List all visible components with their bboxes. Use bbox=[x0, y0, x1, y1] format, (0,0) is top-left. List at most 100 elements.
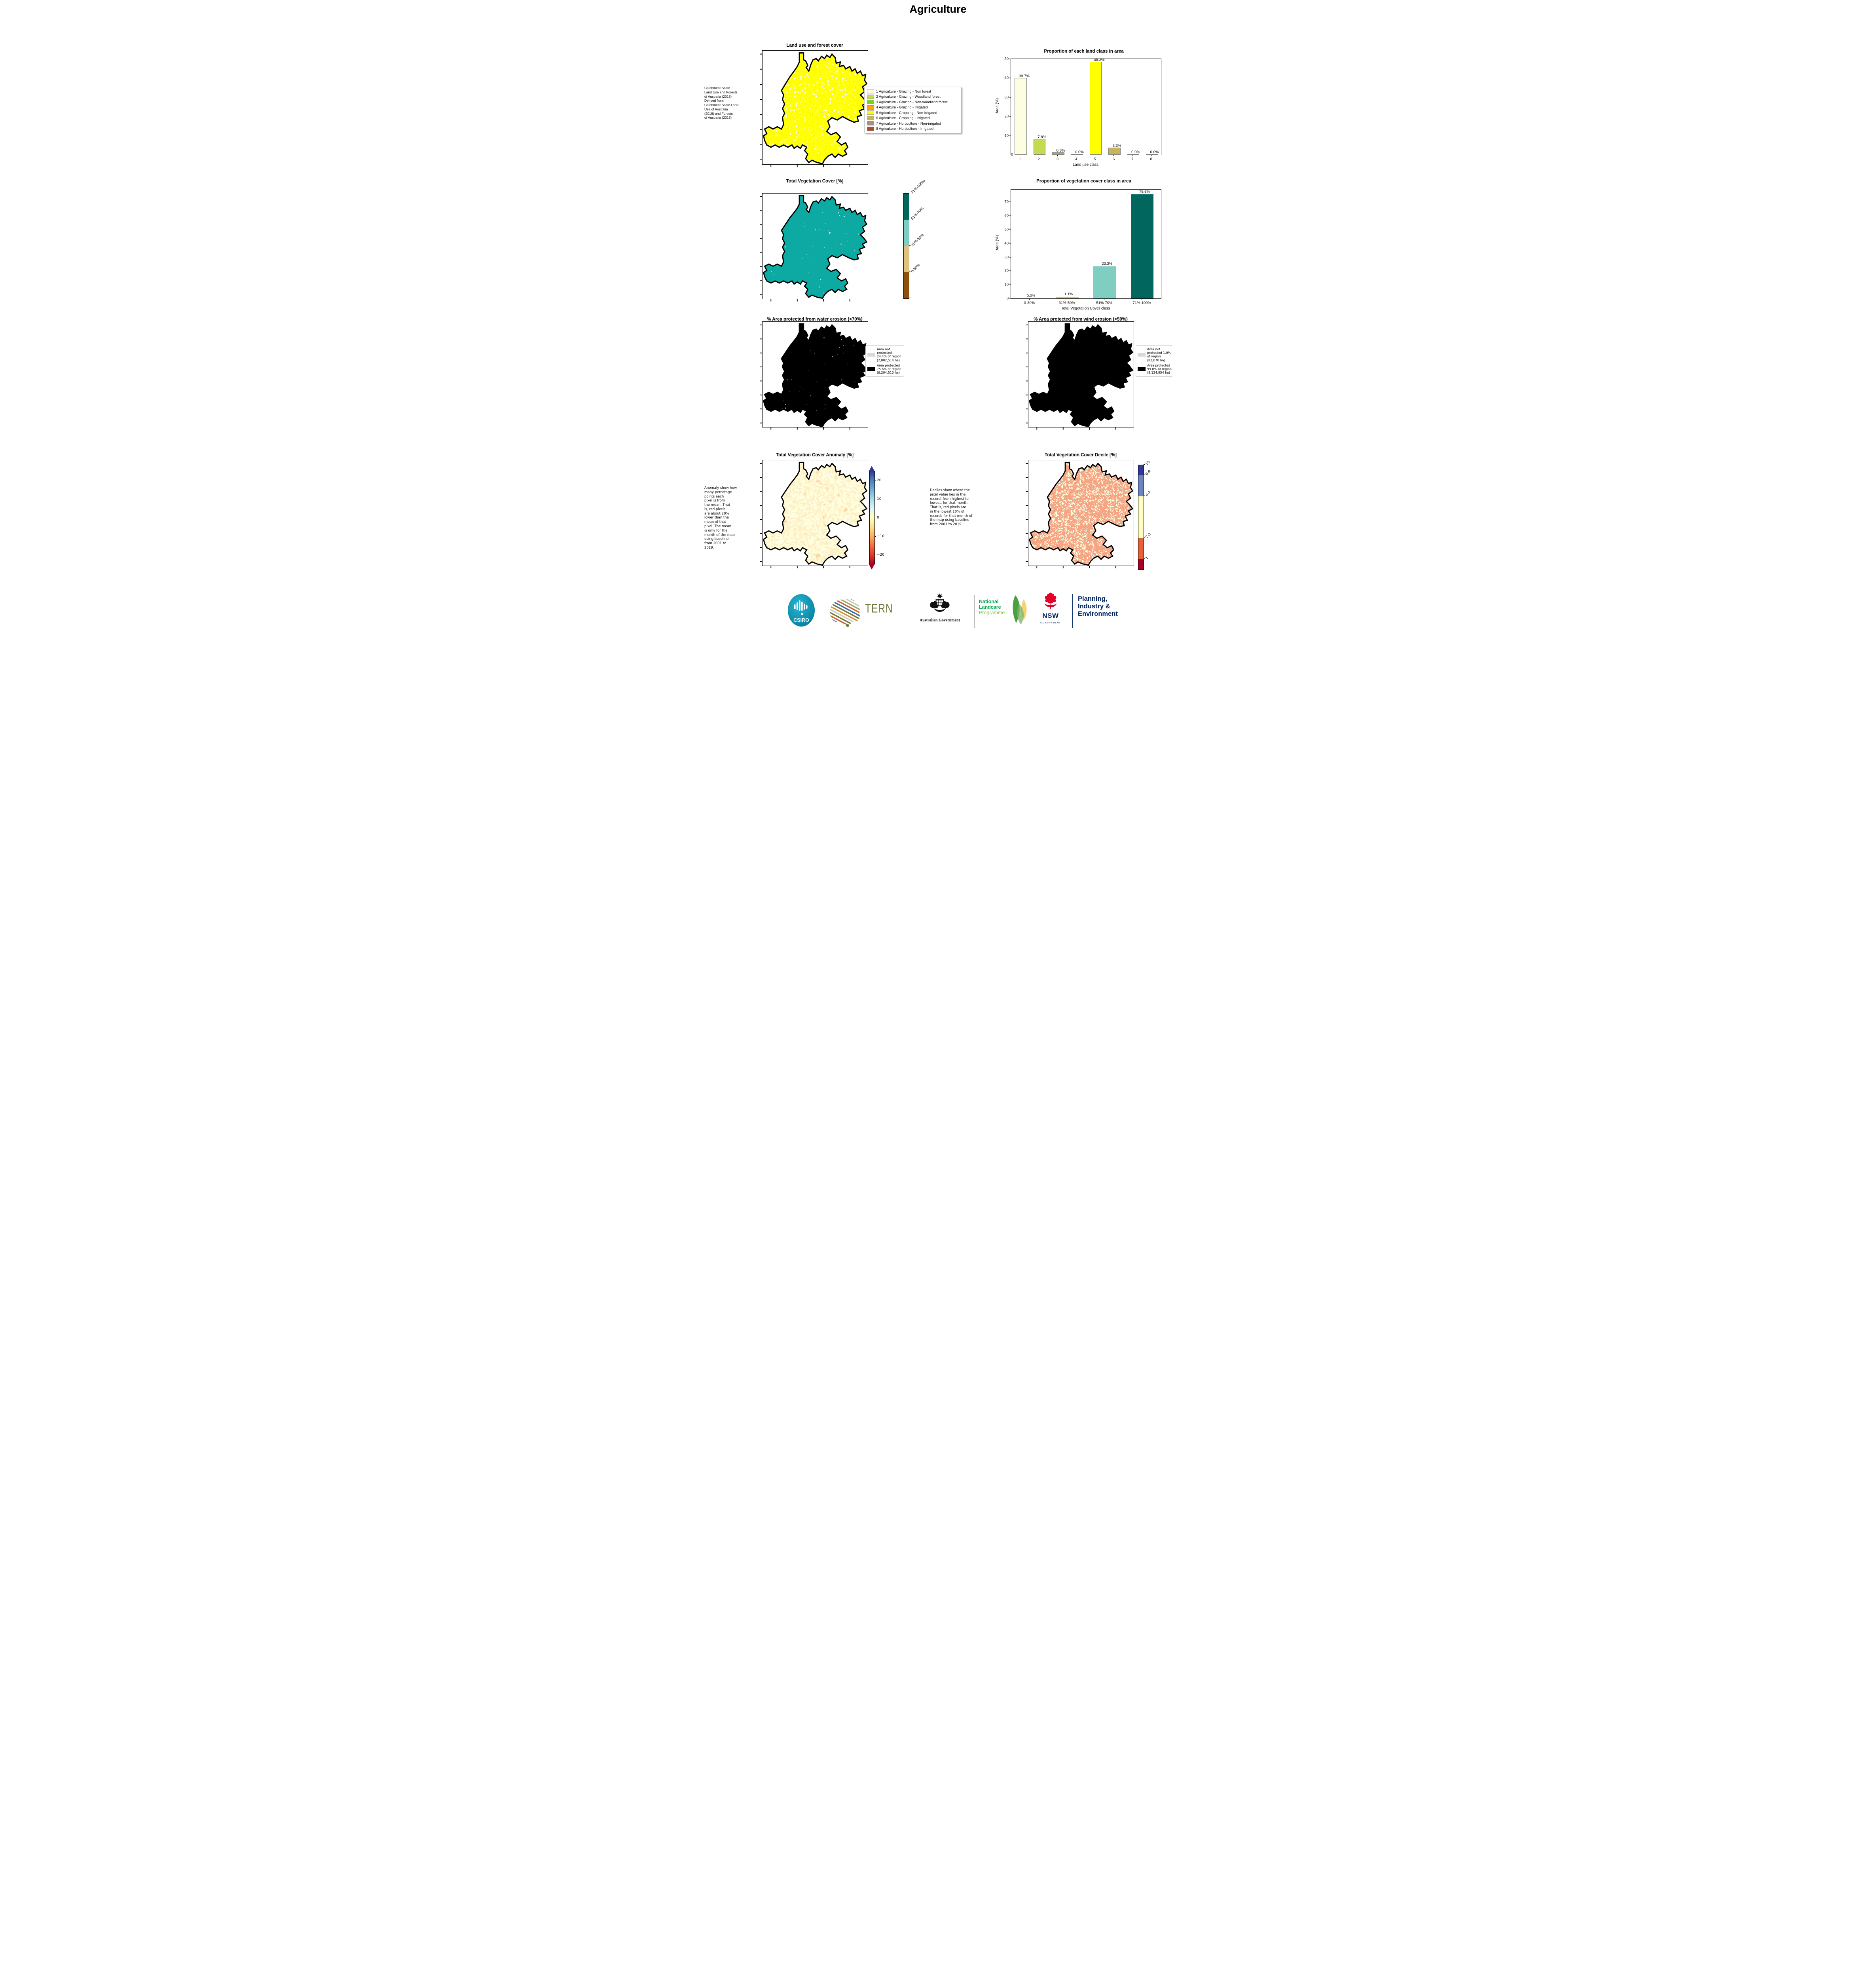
y-tick-label: 30 bbox=[1004, 95, 1009, 100]
anomaly-map bbox=[759, 460, 868, 569]
legend-item: 5 Agriculture - Cropping - Non-irrigated bbox=[867, 110, 959, 115]
legend-label: 1 Agriculture - Grazing - Non forest bbox=[876, 89, 931, 93]
bar bbox=[1093, 266, 1116, 298]
x-category: 1 bbox=[1011, 155, 1029, 161]
y-tick-label: 30 bbox=[1004, 255, 1009, 260]
y-tick-label: 0 bbox=[1011, 152, 1013, 157]
x-category: 0-30% bbox=[1011, 298, 1048, 305]
csiro-wordmark: CSIRO bbox=[793, 617, 809, 623]
legend-swatch bbox=[867, 121, 874, 125]
landcare-line: Programme bbox=[979, 610, 1005, 615]
figure-canvas: Agriculture Catchment Scale Land Use and… bbox=[704, 0, 1172, 632]
y-tick-label: 40 bbox=[1004, 76, 1009, 80]
x-category: 2 bbox=[1029, 155, 1048, 161]
land-chart-xlabel: Land use class bbox=[1072, 163, 1099, 167]
wind-erosion-map bbox=[1025, 321, 1134, 430]
colorbar-tick: −20 bbox=[874, 553, 884, 557]
x-category: 5 bbox=[1086, 155, 1104, 161]
csiro-logo-svg: CSIRO bbox=[788, 594, 815, 627]
legend-item: Area not protected 24.4% of region (2,00… bbox=[867, 348, 902, 362]
decile-colorbar-label: 2-3 bbox=[1145, 532, 1152, 539]
anomaly-map-svg bbox=[759, 462, 867, 569]
veg-colorbar-label: 0-30% bbox=[910, 263, 921, 274]
bar-slot: 7.8% bbox=[1030, 59, 1048, 155]
legend-item: 3 Agriculture - Grazing - Non-woodland f… bbox=[867, 100, 959, 104]
legend-label: Area protected 99.0% of region (8,124,95… bbox=[1147, 363, 1172, 375]
y-tick-label: 40 bbox=[1004, 241, 1009, 246]
y-tick-line bbox=[1009, 229, 1011, 230]
y-tick: 60 bbox=[1004, 214, 1011, 218]
y-tick-label: 20 bbox=[1004, 114, 1009, 119]
y-tick: 50 bbox=[1004, 227, 1011, 232]
y-tick: 50 bbox=[1004, 57, 1011, 61]
colorbar-tick-label: 20 bbox=[877, 478, 882, 482]
decile-colorbar-label: 1 bbox=[1145, 556, 1150, 560]
decile-colorbar bbox=[1138, 465, 1144, 570]
x-category: 4 bbox=[1067, 155, 1085, 161]
bar-value-label: 75.6% bbox=[1139, 189, 1150, 194]
colorbar-tick: 20 bbox=[874, 479, 881, 482]
veg-chart-xticks: 0-30% 31%-50% 51%-70% 71%-100% bbox=[1011, 298, 1161, 305]
landcare-line: Landcare bbox=[979, 604, 1001, 610]
veg-cover-map-svg bbox=[759, 195, 867, 302]
agency-line: Planning, bbox=[1078, 595, 1108, 602]
bar-slot: 0.0% bbox=[1123, 59, 1142, 155]
veg-colorbar-seg bbox=[904, 220, 909, 246]
bar-value-label: 1.1% bbox=[1064, 292, 1073, 297]
land-chart-ylabel: Area (%) bbox=[995, 98, 1000, 114]
wind-map-title: % Area protected from wind erosion (>50%… bbox=[1034, 317, 1128, 322]
landcare-leaf-svg bbox=[1013, 595, 1027, 625]
x-category-label: 71%-100% bbox=[1132, 301, 1151, 305]
legend-item: 4 Agriculture - Grazing - Irrigated bbox=[867, 105, 959, 110]
legend-label: Area protected 75.6% of region (6,204,51… bbox=[877, 363, 901, 375]
bar bbox=[1033, 139, 1046, 155]
legend-item: 6 Agriculture - Cropping - Irrigated bbox=[867, 116, 959, 120]
water-erosion-legend: Area not protected 24.4% of region (2,00… bbox=[865, 345, 904, 377]
anomaly-colorbar: 20 10 0 −10 −20 bbox=[869, 471, 884, 564]
veg-map-title: Total Vegetation Cover [%] bbox=[786, 179, 844, 184]
colorbar-tick-label: −20 bbox=[877, 553, 884, 557]
bar bbox=[1071, 154, 1083, 155]
legend-swatch bbox=[867, 353, 875, 357]
x-tick-line bbox=[1057, 155, 1058, 156]
bar-slot: 1.1% bbox=[1049, 190, 1086, 298]
legend-item: 2 Agriculture - Grazing - Woodland fores… bbox=[867, 94, 959, 99]
land-chart-plot: 0 10 20 30 40 50 39.7% 7.8% 0.8% 0.0% 48… bbox=[1004, 57, 1161, 157]
legend-label: 2 Agriculture - Grazing - Woodland fores… bbox=[876, 95, 941, 99]
wind-erosion-legend: Area not protected 1.0% of region (82,07… bbox=[1136, 345, 1172, 377]
x-category: 71%-100% bbox=[1123, 298, 1161, 305]
legend-label: 3 Agriculture - Grazing - Non-woodland f… bbox=[876, 100, 948, 104]
x-category-label: 4 bbox=[1075, 157, 1077, 161]
x-category-label: 8 bbox=[1150, 157, 1152, 161]
veg-colorbar-seg bbox=[904, 272, 909, 298]
x-category-label: 1 bbox=[1019, 157, 1021, 161]
land-use-map-svg bbox=[759, 52, 867, 168]
legend-label: Area not protected 1.0% of region (82,07… bbox=[1147, 348, 1171, 362]
bar-series: 0.0% 1.1% 23.3% 75.6% bbox=[1011, 190, 1161, 298]
x-category: 8 bbox=[1142, 155, 1161, 161]
x-category-label: 5 bbox=[1094, 157, 1096, 161]
bar-value-label: 23.3% bbox=[1102, 261, 1113, 266]
x-category-label: 51%-70% bbox=[1096, 301, 1113, 305]
decile-colorbar-seg bbox=[1138, 465, 1144, 476]
decile-map bbox=[1025, 460, 1134, 569]
x-tick-line bbox=[1029, 298, 1030, 300]
bar-series: 39.7% 7.8% 0.8% 0.0% 48.2% 3.3% 0.0% 0.0… bbox=[1011, 58, 1161, 155]
nsw-government-label: GOVERNMENT bbox=[1040, 622, 1061, 624]
tern-icon-svg bbox=[829, 599, 860, 627]
veg-chart-title: Proportion of vegetation cover class in … bbox=[1036, 179, 1131, 184]
legend-swatch bbox=[867, 100, 874, 104]
x-category-label: 7 bbox=[1131, 157, 1134, 161]
footer-divider bbox=[1072, 594, 1073, 628]
bar bbox=[1052, 152, 1064, 155]
legend-item: Area protected 75.6% of region (6,204,51… bbox=[867, 364, 902, 375]
decile-colorbar-seg bbox=[1138, 538, 1144, 559]
nsw-wordmark: NSW bbox=[1042, 612, 1059, 619]
bar-value-label: 0.8% bbox=[1056, 148, 1065, 153]
x-tick-line bbox=[1113, 155, 1114, 156]
colorbar-tick-label: 10 bbox=[877, 497, 882, 501]
bar bbox=[1056, 297, 1079, 298]
bar-value-label: 3.3% bbox=[1112, 144, 1121, 148]
landcare-wordmark: National Landcare Programme bbox=[979, 599, 1005, 615]
colorbar-tick-line bbox=[874, 536, 876, 537]
